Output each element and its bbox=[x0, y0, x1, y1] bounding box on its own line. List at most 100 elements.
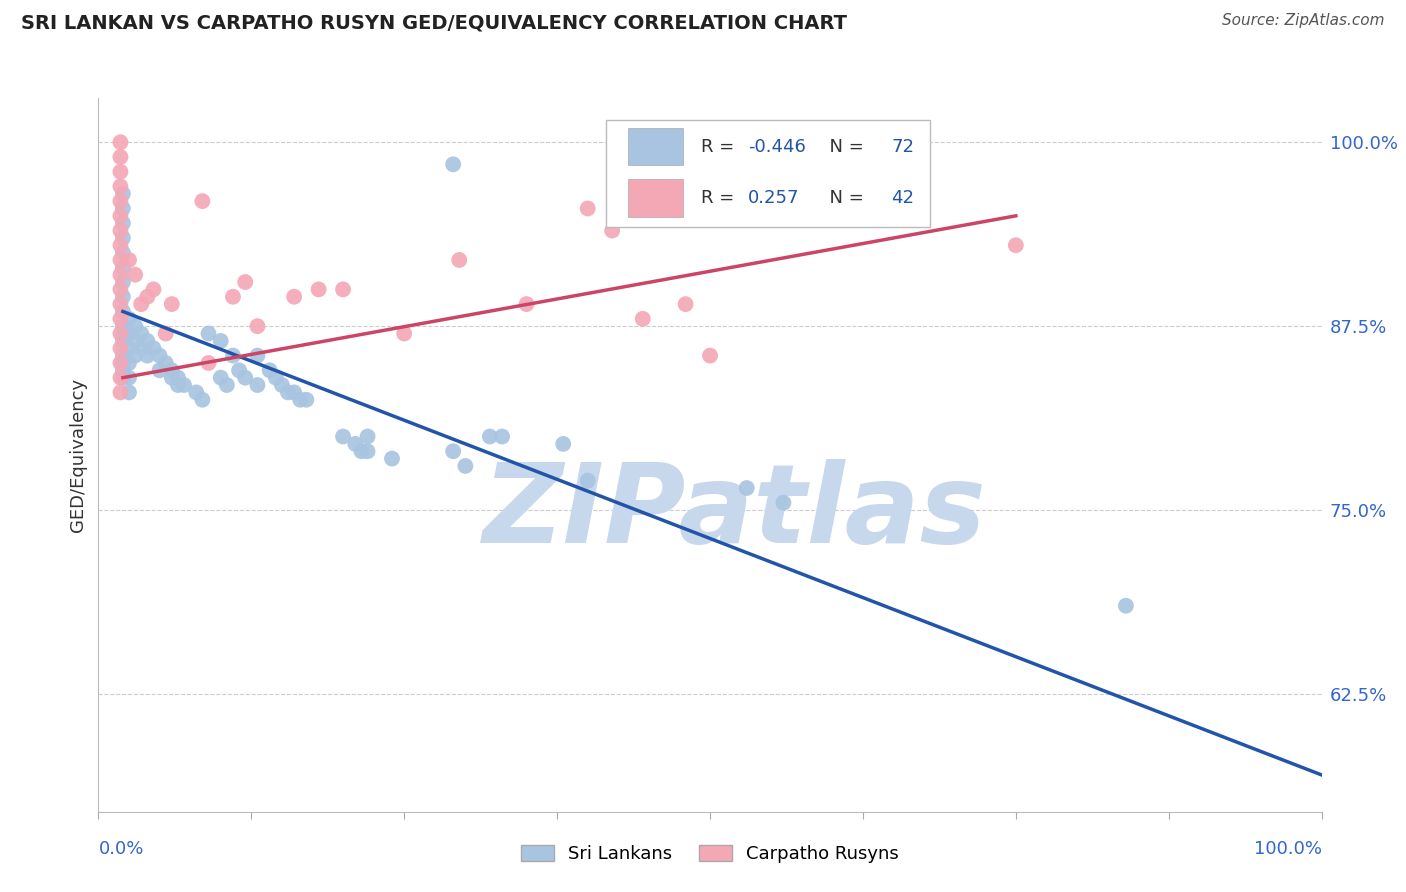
Point bbox=[576, 474, 599, 488]
Point bbox=[155, 356, 177, 370]
Point bbox=[111, 216, 134, 230]
Point bbox=[149, 363, 172, 377]
Point bbox=[110, 341, 132, 355]
Point bbox=[553, 437, 575, 451]
Point bbox=[600, 223, 623, 237]
Point bbox=[160, 297, 183, 311]
Text: ZIPatlas: ZIPatlas bbox=[482, 458, 987, 566]
Point bbox=[124, 319, 146, 334]
Point bbox=[270, 378, 294, 392]
Point bbox=[111, 363, 134, 377]
Point bbox=[110, 297, 132, 311]
Text: 100.0%: 100.0% bbox=[1254, 840, 1322, 858]
Point bbox=[283, 290, 305, 304]
Point bbox=[209, 370, 232, 384]
Point bbox=[118, 341, 141, 355]
Point bbox=[110, 194, 132, 208]
Text: 42: 42 bbox=[891, 189, 914, 207]
Point bbox=[111, 260, 134, 275]
Point bbox=[173, 378, 195, 392]
Point bbox=[576, 202, 599, 216]
Point bbox=[246, 319, 269, 334]
Point bbox=[228, 363, 250, 377]
Point bbox=[129, 297, 152, 311]
Point bbox=[160, 370, 183, 384]
Point bbox=[124, 268, 146, 282]
Point bbox=[277, 385, 299, 400]
Point bbox=[110, 268, 132, 282]
Point bbox=[215, 378, 238, 392]
Point bbox=[155, 326, 177, 341]
Point bbox=[209, 334, 232, 348]
Text: N =: N = bbox=[818, 189, 869, 207]
Point bbox=[111, 356, 134, 370]
Bar bbox=[628, 128, 683, 165]
Point bbox=[129, 341, 152, 355]
Point bbox=[197, 356, 219, 370]
Point bbox=[332, 429, 354, 443]
Point bbox=[118, 370, 141, 384]
Text: -0.446: -0.446 bbox=[748, 137, 806, 155]
Point bbox=[111, 334, 134, 348]
Point bbox=[246, 349, 269, 363]
Point bbox=[111, 245, 134, 260]
Point bbox=[118, 385, 141, 400]
Point bbox=[233, 275, 256, 289]
Point bbox=[118, 252, 141, 267]
Point bbox=[136, 349, 159, 363]
Point bbox=[259, 363, 281, 377]
Point bbox=[110, 356, 132, 370]
Point bbox=[478, 429, 501, 443]
Point bbox=[110, 385, 132, 400]
Point bbox=[356, 429, 378, 443]
Point bbox=[441, 157, 464, 171]
Point bbox=[222, 349, 245, 363]
Point bbox=[167, 370, 190, 384]
Point bbox=[110, 370, 132, 384]
Point bbox=[283, 385, 305, 400]
Point bbox=[110, 150, 132, 164]
Point bbox=[110, 135, 132, 149]
Text: 72: 72 bbox=[891, 137, 914, 155]
Point bbox=[222, 290, 245, 304]
Point bbox=[233, 370, 256, 384]
Point bbox=[110, 282, 132, 296]
Point bbox=[136, 334, 159, 348]
Point bbox=[111, 349, 134, 363]
Point bbox=[1004, 238, 1026, 252]
Point bbox=[167, 378, 190, 392]
Point bbox=[392, 326, 416, 341]
Point bbox=[129, 326, 152, 341]
Point bbox=[111, 290, 134, 304]
Point bbox=[118, 311, 141, 326]
Point bbox=[197, 326, 219, 341]
Point bbox=[110, 326, 132, 341]
Point bbox=[118, 356, 141, 370]
Point bbox=[332, 282, 354, 296]
Point bbox=[110, 238, 132, 252]
Point bbox=[350, 444, 373, 458]
Point bbox=[111, 186, 134, 201]
Point bbox=[246, 378, 269, 392]
Bar bbox=[628, 179, 683, 217]
Point bbox=[675, 297, 697, 311]
Point bbox=[191, 194, 214, 208]
Point bbox=[142, 282, 165, 296]
Point bbox=[1115, 599, 1137, 613]
Point bbox=[454, 458, 477, 473]
Text: Source: ZipAtlas.com: Source: ZipAtlas.com bbox=[1222, 13, 1385, 29]
Point bbox=[191, 392, 214, 407]
Point bbox=[111, 326, 134, 341]
Point bbox=[111, 275, 134, 289]
Text: 0.257: 0.257 bbox=[748, 189, 800, 207]
Point bbox=[124, 349, 146, 363]
Legend: Sri Lankans, Carpatho Rusyns: Sri Lankans, Carpatho Rusyns bbox=[513, 838, 907, 871]
Point bbox=[111, 202, 134, 216]
Point bbox=[356, 444, 378, 458]
Point bbox=[118, 326, 141, 341]
Text: N =: N = bbox=[818, 137, 869, 155]
Text: SRI LANKAN VS CARPATHO RUSYN GED/EQUIVALENCY CORRELATION CHART: SRI LANKAN VS CARPATHO RUSYN GED/EQUIVAL… bbox=[21, 13, 846, 32]
Point bbox=[142, 341, 165, 355]
Point bbox=[136, 290, 159, 304]
Point bbox=[290, 392, 312, 407]
